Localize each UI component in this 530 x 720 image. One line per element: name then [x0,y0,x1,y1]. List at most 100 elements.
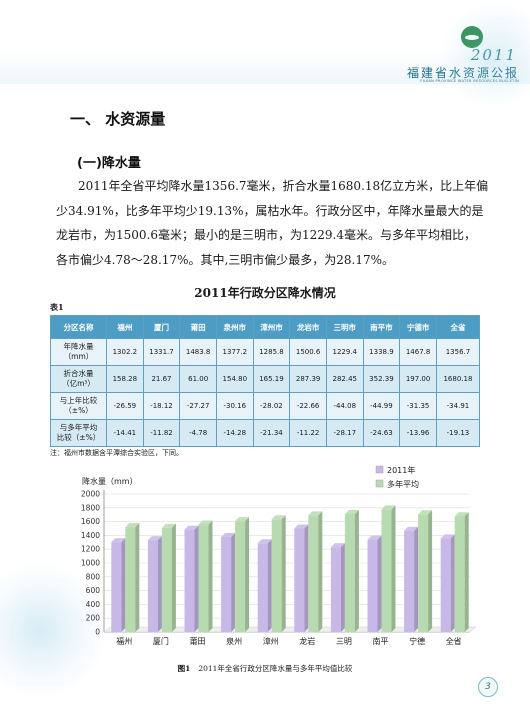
bar-average [125,527,136,632]
row-header-line: 与多年平均 [59,423,98,432]
row-header-line: （亿m³） [62,379,95,388]
row-header: 与上年比较 （±%） [50,392,107,420]
bar-top [344,509,359,514]
bar-average [235,521,246,632]
table-cell: 282.45 [325,365,364,393]
body-paragraph: 2011年全省平均降水量1356.7毫米，折合水量1680.18亿立方米，比上年… [56,174,489,272]
table-cell: -22.66 [289,392,327,420]
y-tick-label: 1800 [81,503,100,512]
table-header-cell: 分区名称 [50,315,107,339]
table-cell: 154.80 [215,365,254,393]
table-cell: 1338.9 [362,338,401,366]
table-cell: 1285.8 [252,338,291,366]
table-header-cell: 三明市 [325,315,364,339]
bar-average [344,513,355,632]
table-cell: -14.28 [215,419,254,447]
table-cell: -28.17 [325,419,364,447]
section-title: 一、 水资源量 [70,110,166,128]
y-tick-label: 0 [95,628,100,637]
x-tick-label: 厦门 [153,636,169,646]
y-tick-label: 600 [86,586,101,595]
y-tick-label: 200 [86,614,101,623]
table-cell: -11.22 [289,419,327,447]
figure-caption-label: 图1 [177,664,191,673]
bar-2011 [147,540,158,632]
bar-2011 [257,543,268,632]
bar-2011 [184,529,195,632]
table-cell: 1377.2 [215,338,254,366]
table-title: 2011年行政分区降水情况 [194,286,336,300]
row-header-line: （mm） [63,352,94,361]
row-header: 与多年平均 比较（±%） [50,419,107,447]
table-cell: 1500.6 [289,338,327,366]
table-row: 年降水量 （mm） 1302.2 1331.7 1483.8 1377.2 128… [50,338,481,366]
row-header-line: 比较（±%） [56,433,101,442]
bar-2011 [111,542,122,632]
row-header-line: 年降水量 [63,342,94,351]
table-header-row: 分区名称 福州 厦门 莆田 泉州市 漳州市 龙岩市 三明市 南平市 宁德市 全省 [50,315,481,339]
y-tick-label: 1200 [81,545,100,554]
paragraph-line: 各市偏少4.78～28.17%。其中,三明市偏少最多，为28.17%。 [56,252,395,267]
x-tick-label: 全省 [446,636,462,646]
y-tick-label: 2000 [81,490,100,499]
bar-side [171,523,176,632]
bar-side [208,520,213,632]
y-axis-label: 降水量（mm） [82,476,138,486]
header-year: 2011 [425,46,517,64]
bar-top [308,511,323,516]
rainfall-bar-chart: 降水量（mm） 0 200 400 600 800 1000 1200 1400 1600 1800… [81,465,477,646]
bar-top [440,534,455,539]
table-cell: 1356.7 [435,338,481,366]
table-cell: 158.28 [106,365,144,393]
table-cell: -27.27 [179,392,217,420]
table-cell: 1680.18 [435,365,481,393]
table-note: 注：福州市数据含平潭综合实验区，下同。 [50,449,183,457]
bar-2011 [221,536,232,632]
bar-side [340,543,345,632]
bar-side [318,511,323,632]
table-cell: -31.35 [399,392,437,420]
table-cell: -18.12 [142,392,181,420]
row-header-line: （±%） [64,406,93,415]
table-cell: 1467.8 [399,338,437,366]
bar-top [367,535,382,540]
bar-top [111,538,126,543]
table-header-cell: 南平市 [362,315,401,339]
bar-top [221,532,236,537]
bar-average [454,516,465,632]
table-label: 表1 [50,302,64,312]
table-cell: -28.02 [252,392,291,420]
table-cell: -11.82 [142,419,181,447]
y-tick-label: 1600 [81,517,100,526]
bar-top [125,523,140,528]
bar-2011 [294,528,305,632]
bar-side [245,517,250,632]
table-header-cell: 福州 [106,315,144,339]
x-tick-label: 南平 [373,636,389,646]
table-cell: 1302.2 [106,338,144,366]
bar-top [161,523,176,528]
bar-side [464,512,469,632]
table-cell: -24.63 [362,419,401,447]
table-header-cell: 泉州市 [215,315,254,339]
legend-swatch [375,465,384,474]
row-header-line: 与上年比较 [59,396,98,405]
bar-side [414,526,419,632]
bar-side [281,515,286,632]
row-header: 折合水量 （亿m³） [50,365,107,393]
paragraph-line: 2011年全省平均降水量1356.7毫米，折合水量1680.18亿立方米，比上年… [78,179,489,193]
bar-average [198,524,209,632]
x-tick-label: 福州 [116,637,132,646]
bar-average [418,514,429,632]
water-splash-decoration [440,0,530,110]
bar-average [271,519,282,632]
y-tick-label: 800 [86,572,101,581]
bar-top [454,512,469,517]
bar-2011 [404,530,415,632]
bar-side [450,534,455,632]
header-title-cn: 福建省水资源公报 [388,64,519,81]
table-cell: -14.41 [106,419,144,447]
page-number: 3 [478,677,498,697]
bulletin-logo-icon [461,26,483,48]
table-cell: -19.13 [435,419,481,447]
